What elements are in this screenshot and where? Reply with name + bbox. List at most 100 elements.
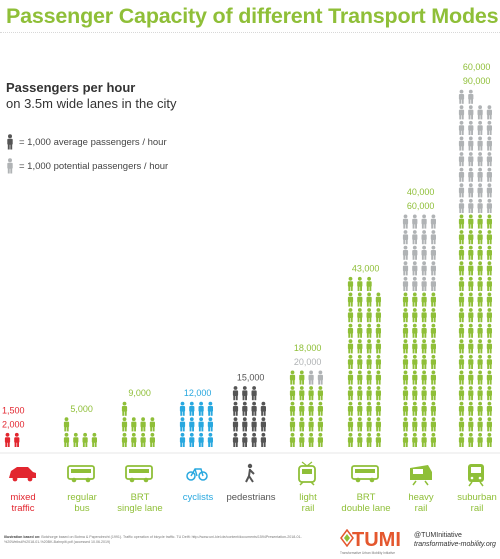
person-average-icon <box>412 432 418 447</box>
person-average-icon <box>347 401 354 416</box>
source-text: Botchorge based on Botma & Papendrecht (… <box>4 535 302 544</box>
person-potential-icon <box>430 214 436 229</box>
bus-icon <box>67 465 95 483</box>
person-potential-icon <box>477 152 483 167</box>
person-average-icon <box>412 386 418 401</box>
person-average-icon <box>375 354 381 369</box>
person-potential-icon <box>477 120 483 135</box>
person-average-icon <box>486 214 492 229</box>
person-average-icon <box>347 386 354 401</box>
person-average-icon <box>375 401 381 416</box>
person-average-icon <box>477 386 483 401</box>
value-label: 9,000 <box>128 388 151 398</box>
person-average-icon <box>421 354 427 369</box>
person-average-icon <box>458 339 465 354</box>
person-average-icon <box>347 276 354 291</box>
person-average-icon <box>421 417 427 432</box>
person-average-icon <box>486 292 492 307</box>
person-average-icon <box>402 292 409 307</box>
person-average-icon <box>468 230 474 245</box>
person-average-icon <box>458 214 465 229</box>
person-average-icon <box>375 432 381 447</box>
person-potential-icon <box>468 136 474 151</box>
person-average-icon <box>477 245 483 260</box>
tram-icon <box>298 461 316 486</box>
person-potential-icon <box>468 183 474 198</box>
person-average-icon <box>430 370 436 385</box>
person-potential-icon <box>458 167 465 182</box>
person-average-icon <box>402 386 409 401</box>
person-average-icon <box>402 308 409 323</box>
person-potential-icon <box>486 136 492 151</box>
person-potential-icon <box>412 214 418 229</box>
person-average-icon <box>468 323 474 338</box>
chart-plot: 1,500 2,000 5,000 9,000 12,000 15,000 18,000 20… <box>0 62 500 487</box>
person-potential-icon <box>412 230 418 245</box>
person-average-icon <box>232 401 239 416</box>
person-potential-icon <box>458 136 465 151</box>
person-average-icon <box>366 308 372 323</box>
person-average-icon <box>347 354 354 369</box>
person-average-icon <box>357 432 363 447</box>
person-average-icon <box>430 417 436 432</box>
person-average-icon <box>458 354 465 369</box>
person-average-icon <box>242 386 248 401</box>
person-average-icon <box>412 308 418 323</box>
value-label: 15,000 <box>237 373 265 383</box>
legend-average: = 1,000 average passengers / hour <box>6 134 167 150</box>
value-label: 5,000 <box>70 404 93 414</box>
tumi-handle[interactable]: @TUMInitiative <box>414 532 462 539</box>
person-potential-icon <box>430 261 436 276</box>
tumi-brand: TUMI <box>352 529 401 551</box>
person-average-icon <box>242 401 248 416</box>
person-average-icon <box>189 417 195 432</box>
person-average-icon <box>251 401 257 416</box>
person-average-icon <box>121 432 128 447</box>
person-average-icon <box>357 276 363 291</box>
person-average-icon <box>347 339 354 354</box>
person-potential-icon <box>421 245 427 260</box>
person-average-icon <box>232 386 239 401</box>
person-average-icon <box>366 370 372 385</box>
person-average-icon <box>189 401 195 416</box>
person-potential-icon <box>477 167 483 182</box>
person-potential-icon <box>421 214 427 229</box>
person-average-icon <box>468 370 474 385</box>
pedestrian-icon <box>245 463 255 483</box>
value-label: 18,000 <box>294 343 322 353</box>
person-average-icon <box>121 401 128 416</box>
person-average-icon <box>468 401 474 416</box>
person-average-icon <box>207 432 213 447</box>
person-average-icon <box>421 386 427 401</box>
person-average-icon <box>402 432 409 447</box>
mode-label: regular bus <box>67 492 97 514</box>
person-average-icon <box>486 370 492 385</box>
person-average-icon <box>421 370 427 385</box>
person-average-icon <box>289 432 296 447</box>
person-average-icon <box>458 276 465 291</box>
value-label: 60,000 <box>463 62 491 72</box>
person-average-icon <box>421 292 427 307</box>
person-average-icon <box>347 417 354 432</box>
person-average-icon <box>366 339 372 354</box>
person-average-icon <box>317 401 323 416</box>
person-average-icon <box>317 386 323 401</box>
person-average-icon <box>317 432 323 447</box>
value-label: 12,000 <box>184 388 212 398</box>
value-label: 90,000 <box>463 76 491 86</box>
suburban-train-icon <box>468 464 484 487</box>
person-average-icon <box>486 432 492 447</box>
person-average-icon <box>477 323 483 338</box>
tumi-url[interactable]: transformative-mobility.org <box>414 541 496 548</box>
person-average-icon <box>468 214 474 229</box>
person-average-icon <box>189 432 195 447</box>
person-average-icon <box>357 401 363 416</box>
person-average-icon <box>289 386 296 401</box>
person-average-icon <box>477 230 483 245</box>
person-average-icon <box>140 432 146 447</box>
person-average-icon <box>73 432 79 447</box>
person-average-icon <box>375 417 381 432</box>
person-average-icon <box>149 432 155 447</box>
person-average-icon <box>477 432 483 447</box>
person-average-icon <box>477 339 483 354</box>
